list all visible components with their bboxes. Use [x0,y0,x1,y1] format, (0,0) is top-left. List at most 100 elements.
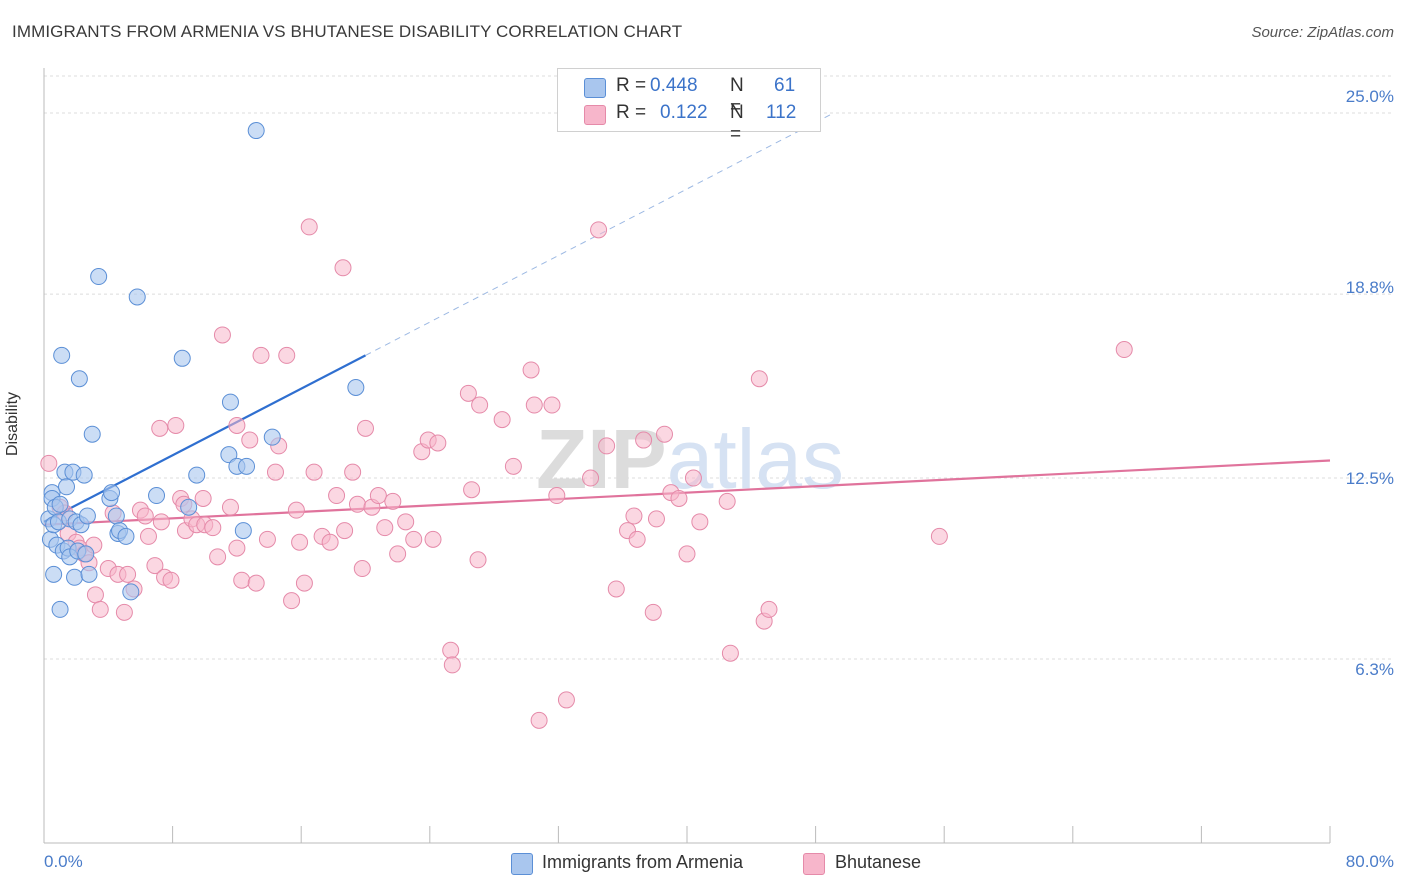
series-armenia [40,122,365,618]
point-bhutanese [607,580,625,598]
point-bhutanese [590,221,608,239]
legend-n-label: N = [730,102,744,145]
point-armenia [90,268,108,286]
point-bhutanese [40,454,58,472]
point-bhutanese [139,527,157,545]
point-bhutanese [283,592,301,610]
point-bhutanese [429,434,447,452]
point-bhutanese [334,259,352,277]
point-bhutanese [348,495,366,513]
point-bhutanese [162,571,180,589]
legend-n-value: 61 [774,75,796,96]
legend-swatch-pink [584,105,606,125]
point-armenia [117,527,135,545]
point-bhutanese [504,457,522,475]
point-bhutanese [233,571,251,589]
point-bhutanese [635,431,653,449]
point-bhutanese [760,600,778,618]
point-bhutanese [1115,341,1133,359]
point-bhutanese [548,487,566,505]
point-bhutanese [287,501,305,519]
point-bhutanese [628,530,646,548]
trend-line-armenia [43,354,367,523]
point-armenia [78,507,96,525]
x-tick-label: 80.0% [1345,852,1394,871]
point-bhutanese [530,711,548,729]
stats-legend: R = 0.448 N = 61 R = 0.122 N = 112 [557,68,821,145]
point-bhutanese [344,463,362,481]
point-armenia [83,425,101,443]
point-bhutanese [278,346,296,364]
point-bhutanese [86,586,104,604]
point-bhutanese [718,492,736,510]
legend-r-value: 0.448 [650,75,698,96]
point-bhutanese [678,545,696,563]
point-armenia [77,545,95,563]
point-bhutanese [194,489,212,507]
legend-n-value: 112 [766,102,797,123]
point-bhutanese [291,533,309,551]
point-bhutanese [91,600,109,618]
point-bhutanese [644,603,662,621]
point-armenia [188,466,206,484]
point-armenia [247,122,265,140]
point-bhutanese [305,463,323,481]
point-bhutanese [357,419,374,437]
point-bhutanese [321,533,339,551]
y-axis-label: Disability [4,391,21,456]
point-armenia [70,370,88,388]
point-armenia [107,507,125,525]
chart-title: IMMIGRANTS FROM ARMENIA VS BHUTANESE DIS… [12,22,683,41]
point-bhutanese [151,419,169,437]
point-bhutanese [300,218,318,236]
point-bhutanese [146,557,164,575]
point-bhutanese [376,519,394,537]
y-tick-label: 18.8% [1345,278,1394,297]
point-bhutanese [136,507,154,525]
point-bhutanese [369,487,387,505]
point-bhutanese [115,603,133,621]
axes [43,68,1331,844]
point-bhutanese [471,396,489,414]
point-armenia [80,565,98,583]
point-bhutanese [295,574,313,592]
point-bhutanese [152,513,170,531]
trend-lines [43,113,1331,526]
legend-r-label: R = [616,75,647,96]
point-armenia [173,349,191,367]
point-bhutanese [625,507,643,525]
point-armenia [51,600,69,618]
point-bhutanese [582,469,600,487]
point-bhutanese [721,644,739,662]
point-bhutanese [266,463,284,481]
y-tick-label: 25.0% [1345,87,1394,106]
legend-label-armenia: Immigrants from Armenia [542,852,744,872]
point-bhutanese [442,641,460,659]
point-bhutanese [353,560,371,578]
point-bhutanese [228,416,246,434]
grid-lines [44,75,1392,660]
point-bhutanese [443,656,461,674]
point-bhutanese [647,510,665,528]
point-bhutanese [405,530,423,548]
x-tick-label: 0.0% [44,852,83,871]
point-armenia [347,379,365,397]
point-armenia [75,466,93,484]
trend-line-bhutanese [43,459,1331,526]
point-bhutanese [463,481,481,499]
point-armenia [148,487,166,505]
point-bhutanese [389,545,407,563]
point-armenia [53,346,71,364]
point-bhutanese [525,396,543,414]
point-armenia [51,495,69,513]
point-armenia [58,478,76,496]
point-armenia [66,568,84,586]
point-bhutanese [336,522,354,540]
point-bhutanese [213,326,231,344]
point-armenia [234,522,252,540]
point-armenia [103,484,121,502]
point-bhutanese [655,425,673,443]
legend-r-label: R = [616,102,647,123]
point-armenia [180,498,198,516]
